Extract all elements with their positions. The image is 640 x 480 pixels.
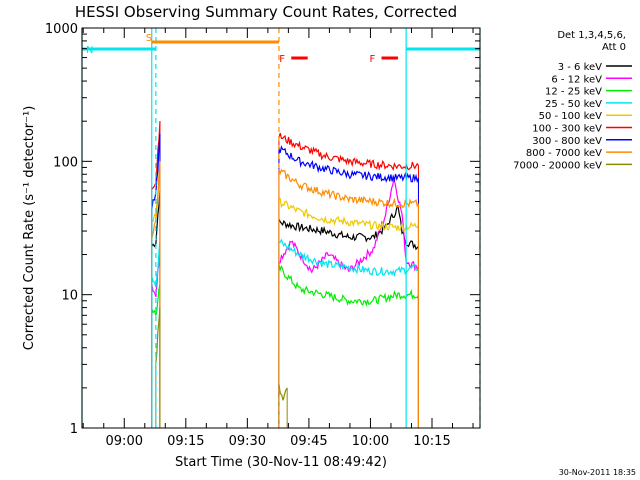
y-tick-label: 1: [70, 422, 78, 437]
x-tick-label: 09:45: [290, 434, 327, 449]
legend-header: Att 0: [602, 42, 626, 53]
series-line: [151, 283, 161, 316]
x-tick-label: 09:30: [229, 434, 266, 449]
y-axis: 1 10 100 1000: [45, 22, 480, 437]
chart-title: HESSI Observing Summary Count Rates, Cor…: [75, 3, 457, 21]
legend-label: 300 - 800 keV: [532, 136, 602, 147]
legend-label: 3 - 6 keV: [558, 62, 602, 73]
series-line: [151, 161, 161, 240]
flag-label: F: [370, 54, 376, 65]
y-axis-label: Corrected Count Rate (s⁻¹ detector⁻¹): [22, 106, 37, 351]
legend-header: Det 1,3,4,5,6,: [557, 30, 626, 41]
legend-label: 25 - 50 keV: [545, 99, 602, 110]
series-7000-20000keV: [155, 307, 288, 428]
legend-label: 7000 - 20000 keV: [513, 160, 602, 171]
series-300-800keV: [151, 134, 420, 428]
flag-label: S: [146, 33, 152, 44]
series-line: [278, 145, 420, 184]
series-line: [278, 197, 419, 233]
plot-frame: [81, 27, 481, 429]
series-line: [278, 263, 420, 307]
series-12-25keV: [151, 263, 420, 428]
y-tick-label: 10: [61, 289, 78, 304]
flag-label: N: [86, 45, 93, 56]
marker-layer: [81, 28, 481, 428]
series-line: [278, 238, 420, 278]
legend-label: 800 - 7000 keV: [526, 148, 602, 159]
x-tick-label: 10:00: [352, 434, 389, 449]
flag-layer: S N F F: [82, 33, 480, 65]
series-line: [278, 204, 419, 251]
x-tick-label: 10:15: [413, 434, 450, 449]
timestamp: 30-Nov-2011 18:35: [559, 468, 636, 477]
series-line: [278, 168, 420, 209]
legend-label: 12 - 25 keV: [545, 87, 602, 98]
y-tick-label: 100: [53, 155, 78, 170]
x-axis: 09:00 09:15 09:30 09:45 10:00 10:15: [82, 28, 474, 449]
series-layer: [151, 121, 420, 428]
series-25-50keV: [151, 238, 420, 428]
series-line: [278, 132, 419, 172]
flag-label: F: [279, 54, 285, 65]
x-tick-label: 09:15: [167, 434, 204, 449]
y-tick-label: 1000: [45, 22, 78, 37]
legend-label: 100 - 300 keV: [532, 124, 602, 135]
series-line: [155, 307, 161, 364]
legend-label: 50 - 100 keV: [539, 111, 603, 122]
x-axis-label: Start Time (30-Nov-11 08:49:42): [175, 455, 387, 470]
x-tick-label: 09:00: [106, 434, 143, 449]
series-line: [278, 384, 288, 401]
legend-label: 6 - 12 keV: [551, 74, 602, 85]
